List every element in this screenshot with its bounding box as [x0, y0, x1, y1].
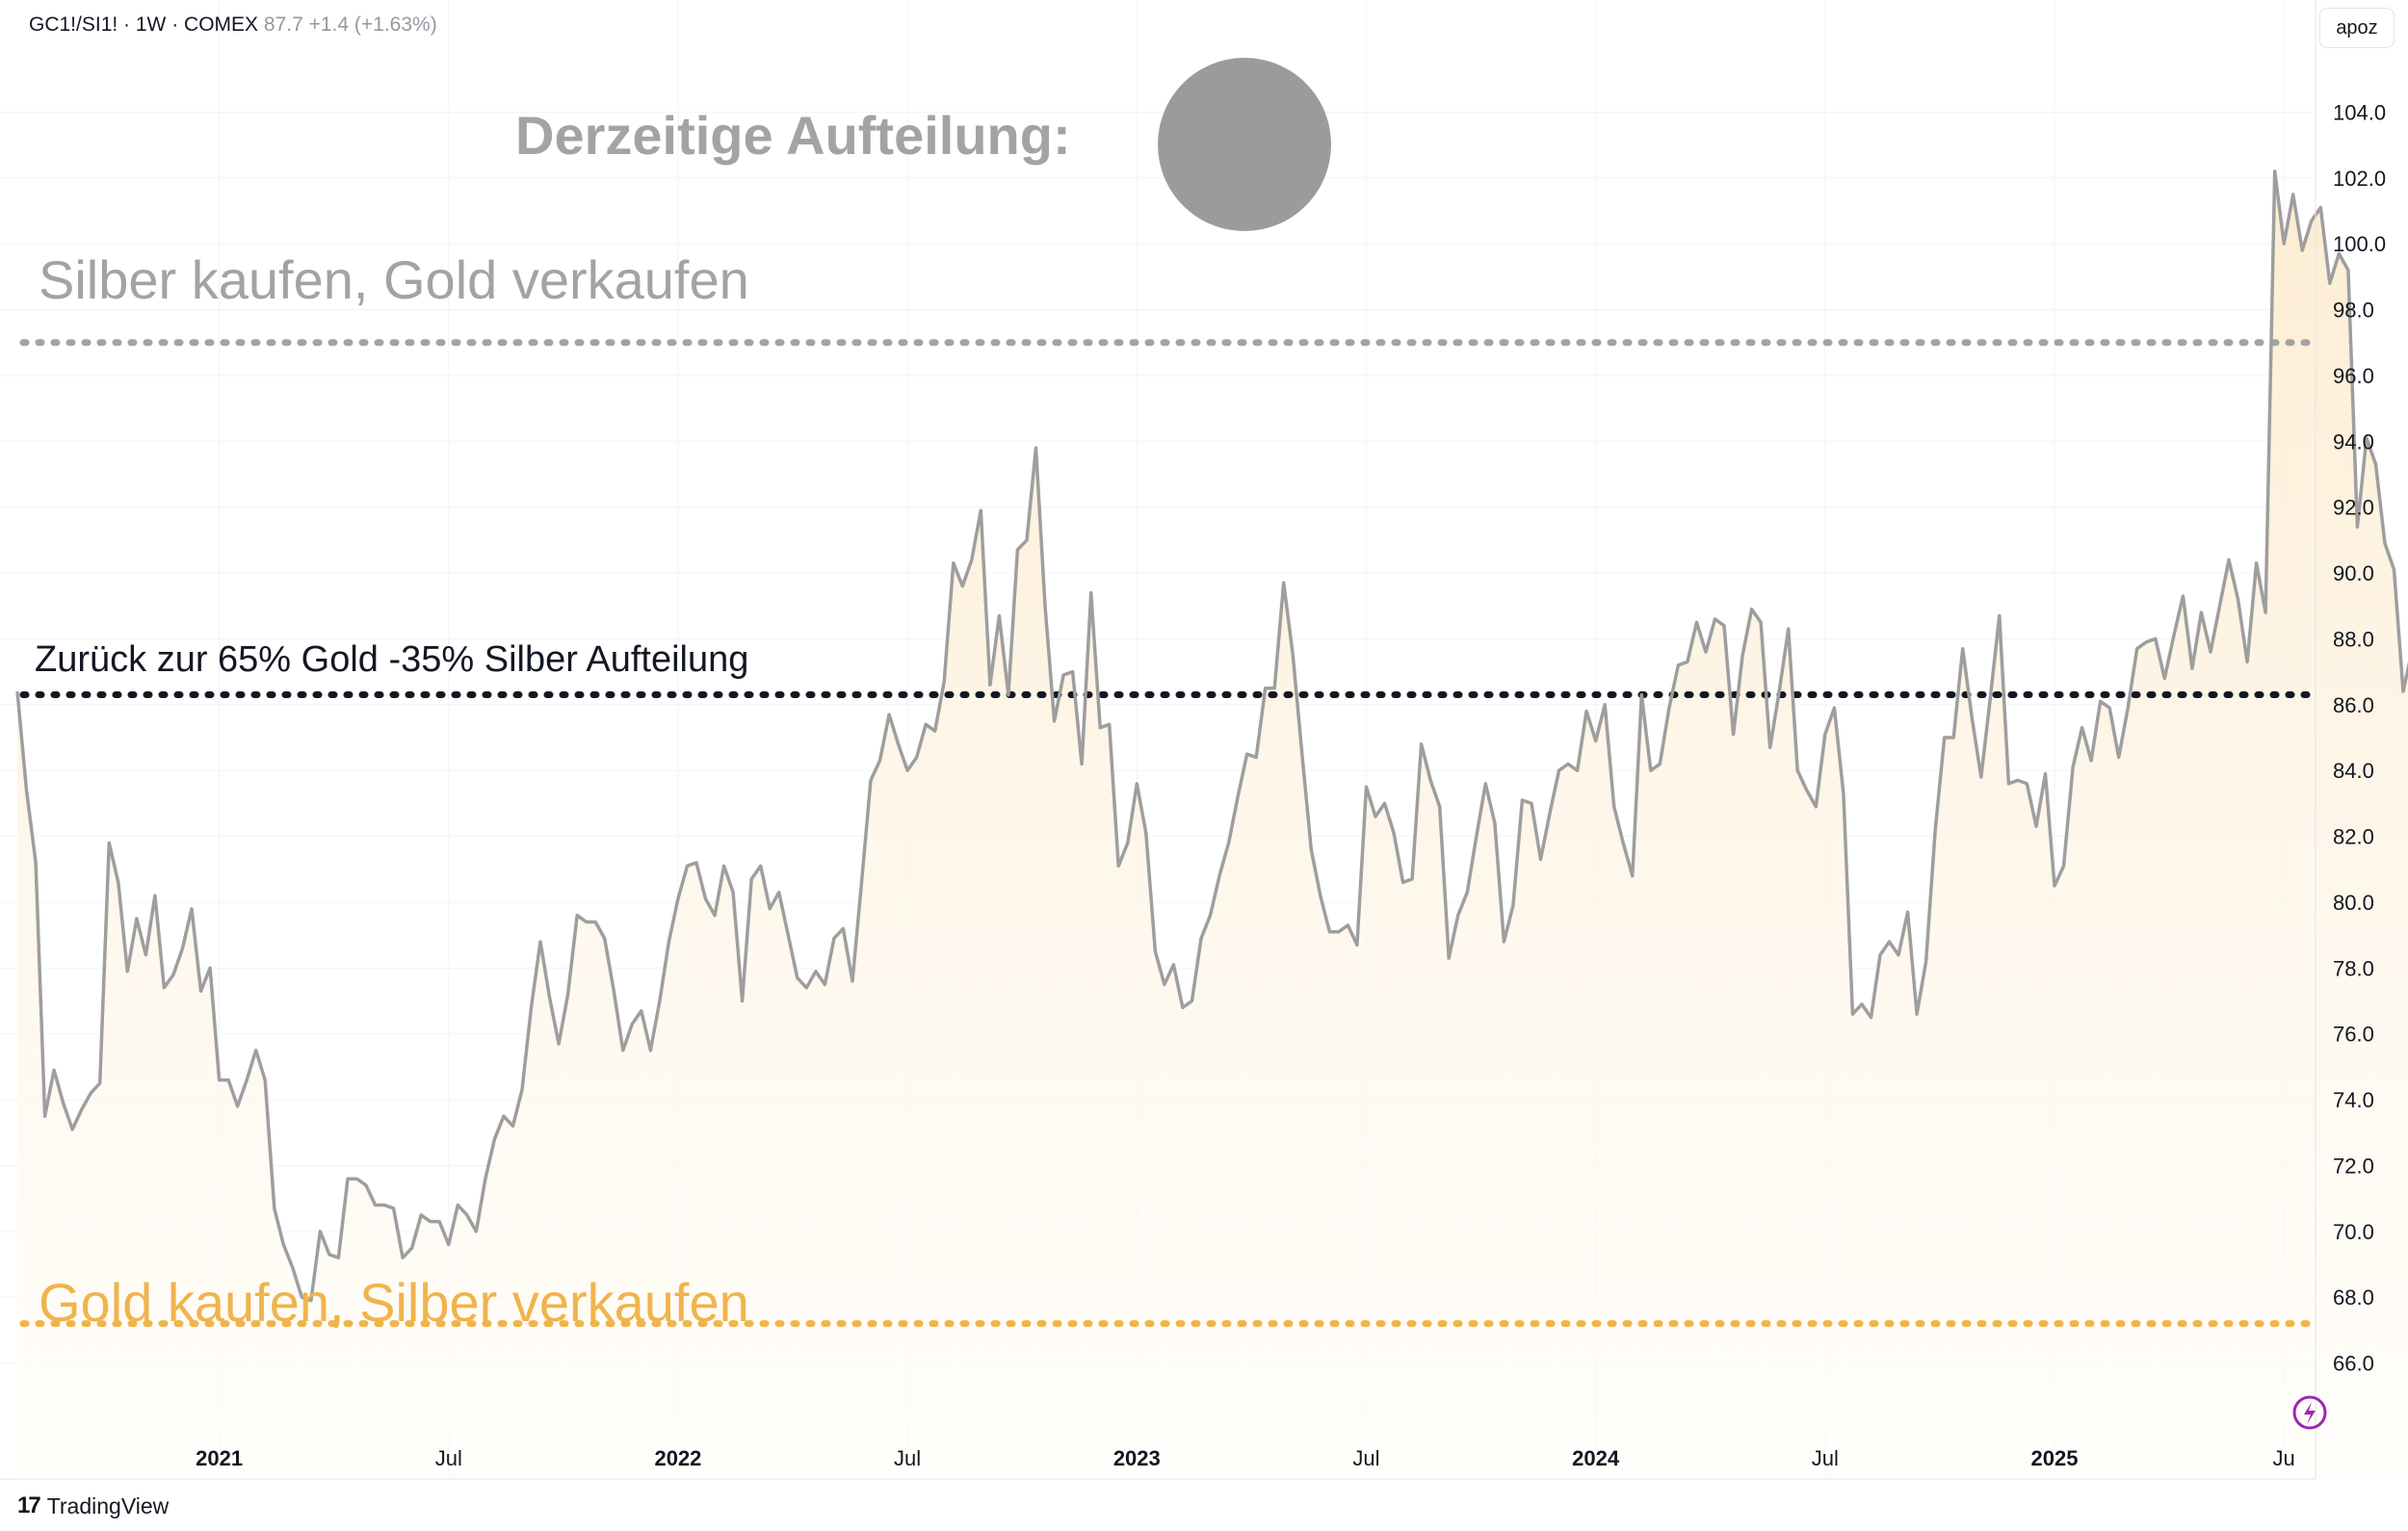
y-tick-label: 90.0: [2333, 561, 2374, 585]
y-tick-label: 80.0: [2333, 891, 2374, 915]
lightning-icon[interactable]: [2292, 1395, 2327, 1430]
y-tick-label: 78.0: [2333, 956, 2374, 980]
allocation-pie-icon: [1158, 58, 1331, 231]
neutral-label: Zurück zur 65% Gold -35% Silber Aufteilu…: [35, 639, 749, 680]
x-tick-label: 2022: [654, 1446, 701, 1470]
y-tick-label: 70.0: [2333, 1220, 2374, 1244]
x-tick-label: 2024: [1572, 1446, 1620, 1470]
x-tick-label: 2021: [196, 1446, 243, 1470]
y-tick-label: 88.0: [2333, 627, 2374, 651]
x-tick-label: Jul: [435, 1446, 462, 1470]
series-line: [15, 169, 2408, 1303]
y-tick-label: 84.0: [2333, 759, 2374, 783]
x-tick-label: 2025: [2031, 1446, 2079, 1470]
x-tick-label: Ju: [2273, 1446, 2295, 1470]
y-tick-label: 98.0: [2333, 298, 2374, 323]
current-allocation-label: Derzeitige Aufteilung:: [515, 105, 1071, 166]
sell-gold-label: Silber kaufen, Gold verkaufen: [39, 249, 749, 310]
y-tick-label: 100.0: [2333, 232, 2386, 256]
y-tick-label: 102.0: [2333, 167, 2386, 191]
symbol-label[interactable]: GC1!/SI1! · 1W · COMEX: [29, 13, 259, 36]
y-tick-label: 74.0: [2333, 1088, 2374, 1112]
y-tick-label: 104.0: [2333, 100, 2386, 124]
y-tick-label: 92.0: [2333, 496, 2374, 520]
last-price: 87.7: [263, 13, 303, 36]
y-tick-label: 96.0: [2333, 364, 2374, 388]
reference-lines: [19, 339, 2319, 1328]
y-tick-label: 66.0: [2333, 1352, 2374, 1376]
auto-scale-label: apoz: [2336, 16, 2378, 39]
y-tick-label: 82.0: [2333, 825, 2374, 849]
area-polygon: [17, 170, 2408, 1479]
buy-gold-label: Gold kaufen, Silber verkaufen: [39, 1272, 749, 1333]
y-tick-label: 72.0: [2333, 1154, 2374, 1178]
auto-scale-button[interactable]: apoz: [2319, 8, 2395, 48]
y-tick-label: 68.0: [2333, 1285, 2374, 1310]
price-axis[interactable]: 66.0 68.0 70.0 72.0 74.0 76.0 78.0 80.0 82.0 84.0…: [2333, 100, 2386, 1375]
x-tick-label: 2023: [1113, 1446, 1161, 1470]
tradingview-name: TradingView: [46, 1492, 170, 1518]
y-tick-label: 94.0: [2333, 429, 2374, 454]
y-tick-label: 86.0: [2333, 693, 2374, 717]
tradingview-logo[interactable]: 17 TradingView: [17, 1492, 169, 1519]
y-tick-label: 76.0: [2333, 1023, 2374, 1047]
time-axis[interactable]: 2021 Jul 2022 Jul 2023 Jul 2024 Jul 2025 Ju: [196, 1446, 2295, 1470]
x-tick-label: Jul: [1352, 1446, 1379, 1470]
series-path[interactable]: [15, 169, 2408, 1303]
symbol-header[interactable]: GC1!/SI1! · 1W · COMEX 87.7 +1.4 (+1.63%…: [29, 13, 437, 37]
price-change: +1.4 (+1.63%): [308, 13, 437, 36]
x-tick-label: Jul: [894, 1446, 921, 1470]
tradingview-icon: 17: [17, 1492, 41, 1518]
x-tick-label: Jul: [1812, 1446, 1839, 1470]
area-fill: [17, 170, 2408, 1479]
